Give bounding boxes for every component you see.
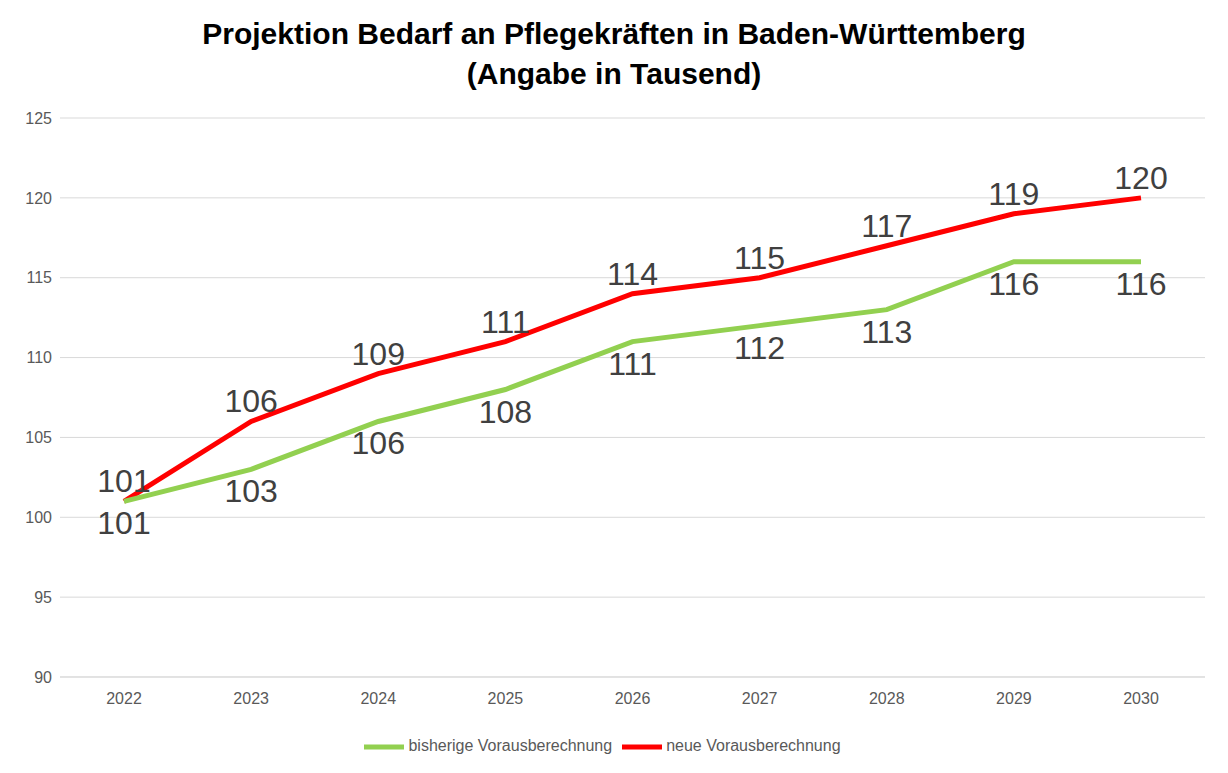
svg-text:111: 111 — [481, 304, 530, 340]
svg-text:101: 101 — [97, 505, 150, 541]
svg-text:106: 106 — [224, 383, 277, 419]
svg-text:2025: 2025 — [488, 690, 524, 707]
svg-text:2024: 2024 — [360, 690, 396, 707]
svg-text:112: 112 — [734, 330, 785, 366]
svg-text:119: 119 — [988, 176, 1039, 212]
svg-text:125: 125 — [25, 110, 52, 127]
svg-text:115: 115 — [26, 269, 52, 286]
svg-text:117: 117 — [861, 208, 912, 244]
svg-text:2027: 2027 — [742, 690, 778, 707]
svg-text:108: 108 — [479, 394, 532, 430]
svg-text:2029: 2029 — [996, 690, 1032, 707]
svg-text:90: 90 — [34, 669, 52, 686]
svg-text:2028: 2028 — [869, 690, 905, 707]
svg-text:109: 109 — [352, 336, 405, 372]
html-text:(Angabe in Tausend): (Angabe in Tausend) — [466, 57, 762, 90]
svg-text:120: 120 — [1114, 160, 1167, 196]
svg-text:2026: 2026 — [615, 690, 651, 707]
svg-text:2030: 2030 — [1123, 690, 1159, 707]
svg-text:120: 120 — [25, 190, 52, 207]
svg-text:115: 115 — [734, 240, 785, 276]
svg-text:2023: 2023 — [233, 690, 269, 707]
svg-text:105: 105 — [25, 429, 52, 446]
svg-text:111: 111 — [608, 346, 657, 382]
svg-text:101: 101 — [97, 463, 150, 499]
svg-text:110: 110 — [26, 349, 52, 366]
html-text:bisherige Vorausberechnung: bisherige Vorausberechnung — [408, 737, 613, 755]
svg-text:114: 114 — [607, 256, 658, 292]
svg-text:95: 95 — [34, 589, 52, 606]
svg-text:103: 103 — [224, 473, 277, 509]
html-text:Projektion Bedarf an Pflegekrä: Projektion Bedarf an Pflegekräften in Ba… — [202, 17, 1026, 50]
svg-text:2022: 2022 — [106, 690, 142, 707]
svg-text:113: 113 — [861, 314, 912, 350]
html-text:neue Vorausberechnung: neue Vorausberechnung — [666, 737, 841, 755]
svg-text:116: 116 — [1115, 266, 1166, 302]
svg-text:106: 106 — [352, 425, 405, 461]
svg-text:116: 116 — [988, 266, 1039, 302]
svg-text:100: 100 — [25, 509, 52, 526]
